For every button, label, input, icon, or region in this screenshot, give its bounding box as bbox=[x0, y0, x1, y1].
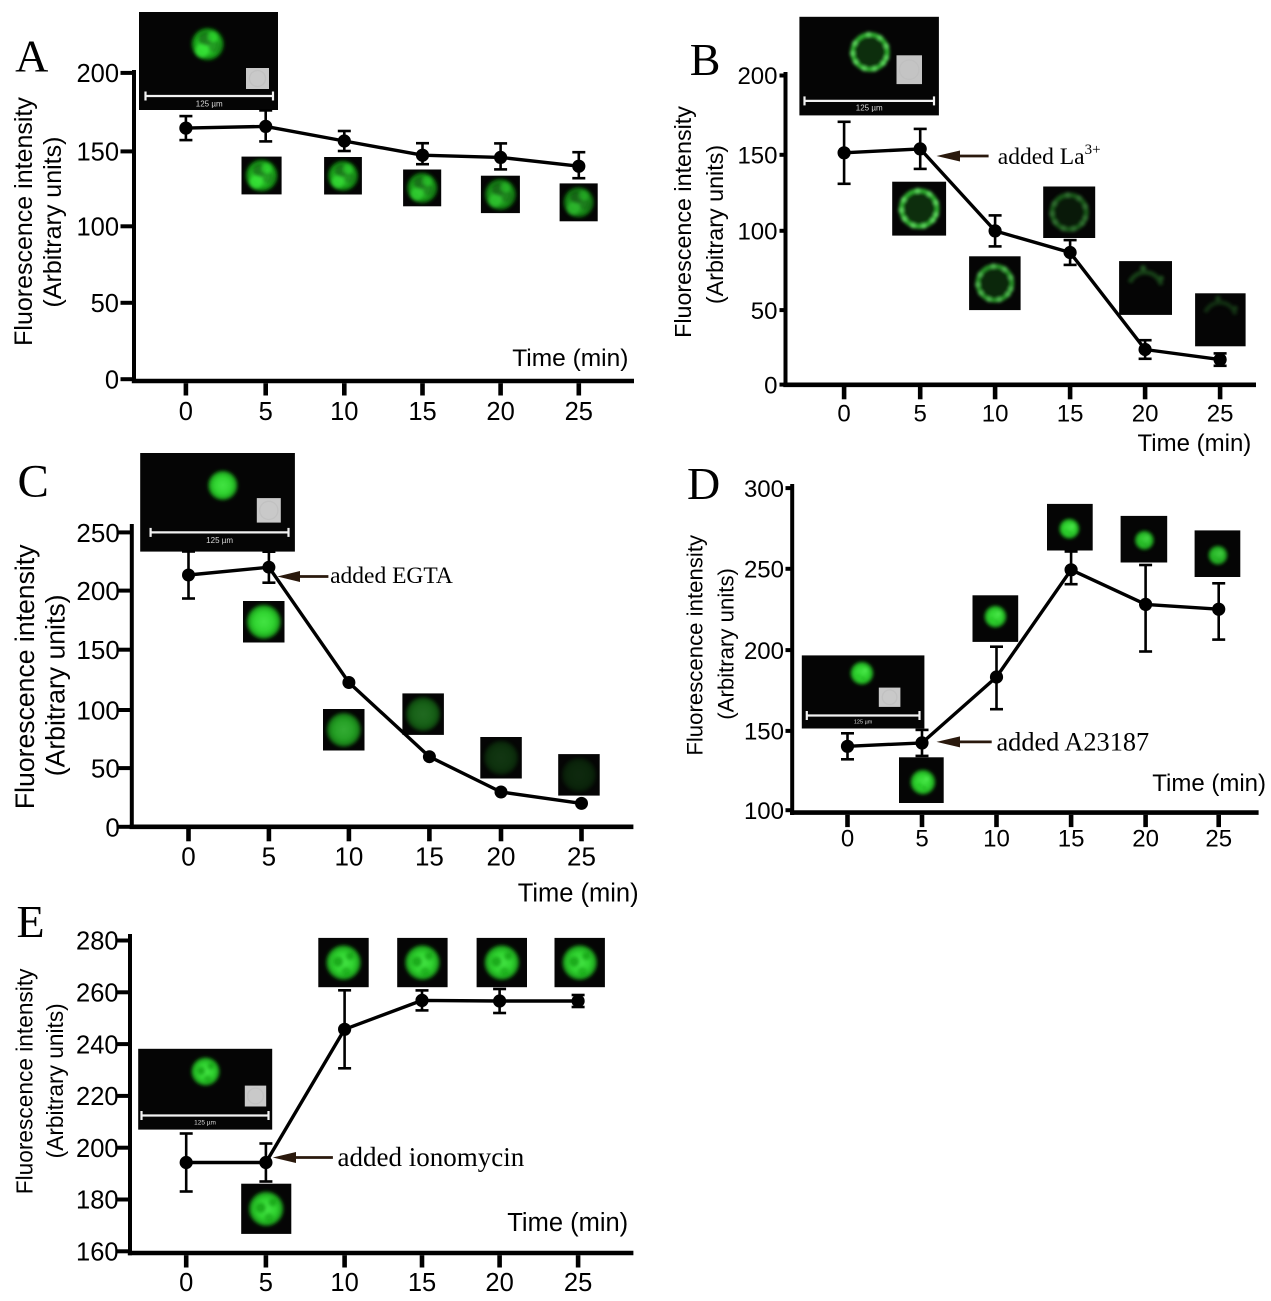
svg-text:20: 20 bbox=[487, 842, 516, 872]
svg-text:Fluorescence intensity: Fluorescence intensity bbox=[10, 97, 38, 346]
svg-text:Fluorescence intensity: Fluorescence intensity bbox=[670, 106, 696, 338]
svg-text:Fluorescence intensity: Fluorescence intensity bbox=[12, 968, 38, 1194]
svg-text:260: 260 bbox=[76, 980, 119, 1008]
svg-text:160: 160 bbox=[76, 1239, 119, 1267]
svg-text:20: 20 bbox=[1132, 401, 1159, 428]
svg-text:50: 50 bbox=[91, 754, 120, 784]
svg-text:280: 280 bbox=[76, 928, 119, 956]
svg-text:A: A bbox=[15, 31, 48, 82]
svg-text:Time (min): Time (min) bbox=[1152, 770, 1266, 797]
svg-text:100: 100 bbox=[76, 696, 119, 726]
svg-text:0: 0 bbox=[837, 401, 850, 428]
svg-text:200: 200 bbox=[737, 63, 777, 90]
svg-text:added EGTA: added EGTA bbox=[330, 563, 453, 589]
svg-text:25: 25 bbox=[567, 842, 596, 872]
svg-text:200: 200 bbox=[76, 60, 119, 88]
svg-text:20: 20 bbox=[485, 1269, 513, 1297]
svg-text:10: 10 bbox=[334, 842, 363, 872]
svg-text:20: 20 bbox=[1132, 826, 1159, 853]
svg-text:D: D bbox=[687, 458, 720, 509]
svg-text:250: 250 bbox=[76, 518, 119, 548]
svg-text:5: 5 bbox=[262, 842, 276, 872]
svg-text:25: 25 bbox=[1207, 401, 1234, 428]
svg-text:0: 0 bbox=[179, 1269, 193, 1297]
svg-text:B: B bbox=[690, 34, 721, 85]
svg-text:0: 0 bbox=[105, 812, 119, 842]
svg-text:125 µm: 125 µm bbox=[856, 104, 883, 113]
svg-text:added La3+: added La3+ bbox=[998, 142, 1101, 170]
svg-text:Time (min): Time (min) bbox=[512, 345, 628, 372]
svg-text:5: 5 bbox=[915, 826, 928, 853]
svg-text:125 µm: 125 µm bbox=[196, 100, 223, 109]
svg-text:15: 15 bbox=[415, 842, 444, 872]
svg-text:Fluorescence intensity: Fluorescence intensity bbox=[682, 534, 707, 756]
svg-text:25: 25 bbox=[565, 398, 593, 426]
svg-text:100: 100 bbox=[744, 798, 784, 825]
svg-text:0: 0 bbox=[179, 398, 193, 426]
svg-text:added ionomycin: added ionomycin bbox=[338, 1142, 525, 1172]
svg-text:10: 10 bbox=[330, 1269, 358, 1297]
svg-text:Time (min): Time (min) bbox=[1138, 430, 1252, 457]
svg-text:250: 250 bbox=[744, 557, 784, 584]
svg-text:220: 220 bbox=[76, 1083, 119, 1111]
svg-text:added A23187: added A23187 bbox=[997, 728, 1150, 757]
svg-text:0: 0 bbox=[764, 372, 777, 399]
svg-text:240: 240 bbox=[76, 1031, 119, 1059]
svg-text:100: 100 bbox=[76, 214, 119, 242]
svg-text:5: 5 bbox=[259, 398, 273, 426]
svg-text:125 µm: 125 µm bbox=[206, 536, 233, 545]
svg-text:200: 200 bbox=[744, 638, 784, 665]
svg-text:(Arbitrary units): (Arbitrary units) bbox=[713, 568, 738, 720]
svg-text:0: 0 bbox=[181, 842, 195, 872]
svg-text:150: 150 bbox=[76, 635, 119, 665]
svg-text:200: 200 bbox=[76, 1135, 119, 1163]
svg-text:150: 150 bbox=[76, 139, 119, 167]
svg-text:25: 25 bbox=[564, 1269, 592, 1297]
svg-text:(Arbitrary units): (Arbitrary units) bbox=[39, 137, 67, 308]
svg-text:15: 15 bbox=[1057, 401, 1084, 428]
svg-text:(Arbitrary units): (Arbitrary units) bbox=[42, 1003, 68, 1158]
svg-text:200: 200 bbox=[76, 576, 119, 606]
svg-text:15: 15 bbox=[408, 1269, 436, 1297]
svg-text:(Arbitrary units): (Arbitrary units) bbox=[702, 145, 728, 304]
svg-text:0: 0 bbox=[105, 366, 119, 394]
svg-text:25: 25 bbox=[1205, 826, 1232, 853]
svg-text:125 µm: 125 µm bbox=[854, 720, 873, 726]
svg-text:C: C bbox=[18, 456, 49, 508]
svg-text:180: 180 bbox=[76, 1187, 119, 1215]
svg-text:10: 10 bbox=[983, 826, 1010, 853]
svg-text:125 µm: 125 µm bbox=[194, 1120, 216, 1127]
svg-text:Fluorescence intensity: Fluorescence intensity bbox=[10, 544, 40, 809]
svg-text:10: 10 bbox=[330, 398, 358, 426]
svg-text:300: 300 bbox=[744, 476, 784, 503]
svg-text:20: 20 bbox=[486, 398, 514, 426]
svg-text:50: 50 bbox=[751, 298, 778, 325]
svg-text:(Arbitrary units): (Arbitrary units) bbox=[41, 595, 71, 777]
svg-text:E: E bbox=[17, 896, 45, 947]
svg-text:Time (min): Time (min) bbox=[518, 880, 639, 908]
svg-text:5: 5 bbox=[259, 1269, 273, 1297]
svg-text:5: 5 bbox=[914, 401, 927, 428]
svg-text:0: 0 bbox=[841, 826, 854, 853]
svg-text:100: 100 bbox=[737, 219, 777, 246]
svg-text:15: 15 bbox=[408, 398, 436, 426]
svg-text:150: 150 bbox=[744, 719, 784, 746]
svg-text:10: 10 bbox=[982, 401, 1009, 428]
svg-text:150: 150 bbox=[737, 143, 777, 170]
svg-text:50: 50 bbox=[91, 290, 119, 318]
svg-text:Time (min): Time (min) bbox=[507, 1209, 628, 1237]
svg-text:15: 15 bbox=[1058, 826, 1085, 853]
